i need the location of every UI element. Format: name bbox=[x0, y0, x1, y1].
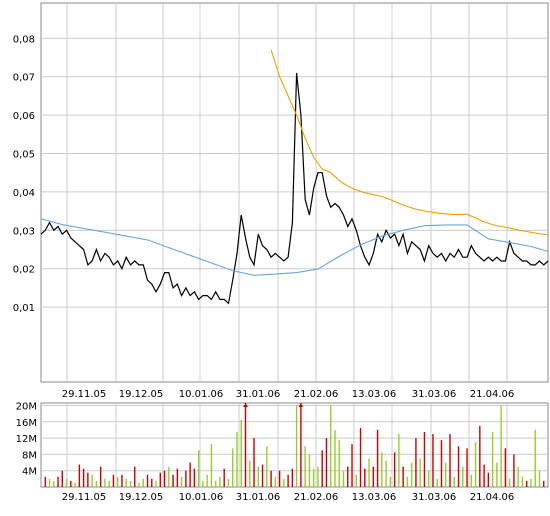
x-tick-label: 31.01.06 bbox=[236, 389, 281, 400]
x-tick-label: 10.01.06 bbox=[179, 389, 224, 400]
volume-x-tick-label: 31.01.06 bbox=[236, 492, 281, 503]
price-panel: 0,01 0,02 0,03 0,04 0,05 0,06 0,07 0,08 29.11.05… bbox=[13, 2, 549, 400]
y-tick-label: 0,07 bbox=[13, 73, 35, 84]
volume-y-tick-label: 12M bbox=[16, 434, 37, 445]
x-tick-label: 29.11.05 bbox=[62, 389, 107, 400]
volume-plot-area bbox=[40, 402, 549, 488]
volume-panel: 4M 8M 12M 16M 20M 29.11.05 19.12.05 10.01.06 31.… bbox=[16, 401, 549, 503]
y-tick-label: 0,04 bbox=[13, 188, 35, 199]
y-tick-label: 0,05 bbox=[13, 150, 35, 161]
moving-average-line bbox=[40, 218, 549, 276]
volume-x-tick-label: 31.03.06 bbox=[412, 492, 457, 503]
volume-y-tick-label: 20M bbox=[16, 401, 37, 412]
volume-x-tick-label: 10.01.06 bbox=[179, 492, 224, 503]
plot-area bbox=[40, 2, 549, 383]
volume-x-tick-label: 21.04.06 bbox=[470, 492, 515, 503]
y-tick-label: 0,08 bbox=[13, 34, 35, 45]
x-tick-label: 13.03.06 bbox=[352, 389, 397, 400]
volume-y-tick-label: 4M bbox=[22, 467, 37, 478]
volume-overflow-arrow bbox=[298, 403, 304, 407]
volume-y-tick-label: 8M bbox=[22, 450, 37, 461]
volume-x-tick-label: 21.02.06 bbox=[294, 492, 339, 503]
y-tick-label: 0,03 bbox=[13, 226, 35, 237]
x-tick-label: 31.03.06 bbox=[412, 389, 457, 400]
volume-x-tick-label: 29.11.05 bbox=[62, 492, 107, 503]
upper-band-line bbox=[270, 49, 549, 236]
volume-x-tick-label: 13.03.06 bbox=[352, 492, 397, 503]
x-tick-label: 21.02.06 bbox=[294, 389, 339, 400]
volume-overflow-arrow bbox=[243, 403, 249, 407]
volume-x-tick-label: 19.12.05 bbox=[119, 492, 164, 503]
y-tick-label: 0,06 bbox=[13, 111, 35, 122]
x-tick-label: 21.04.06 bbox=[470, 389, 515, 400]
volume-y-tick-label: 16M bbox=[16, 418, 37, 429]
y-tick-label: 0,01 bbox=[13, 303, 35, 314]
x-tick-label: 19.12.05 bbox=[119, 389, 164, 400]
y-tick-label: 0,02 bbox=[13, 265, 35, 276]
price-line bbox=[40, 72, 549, 305]
